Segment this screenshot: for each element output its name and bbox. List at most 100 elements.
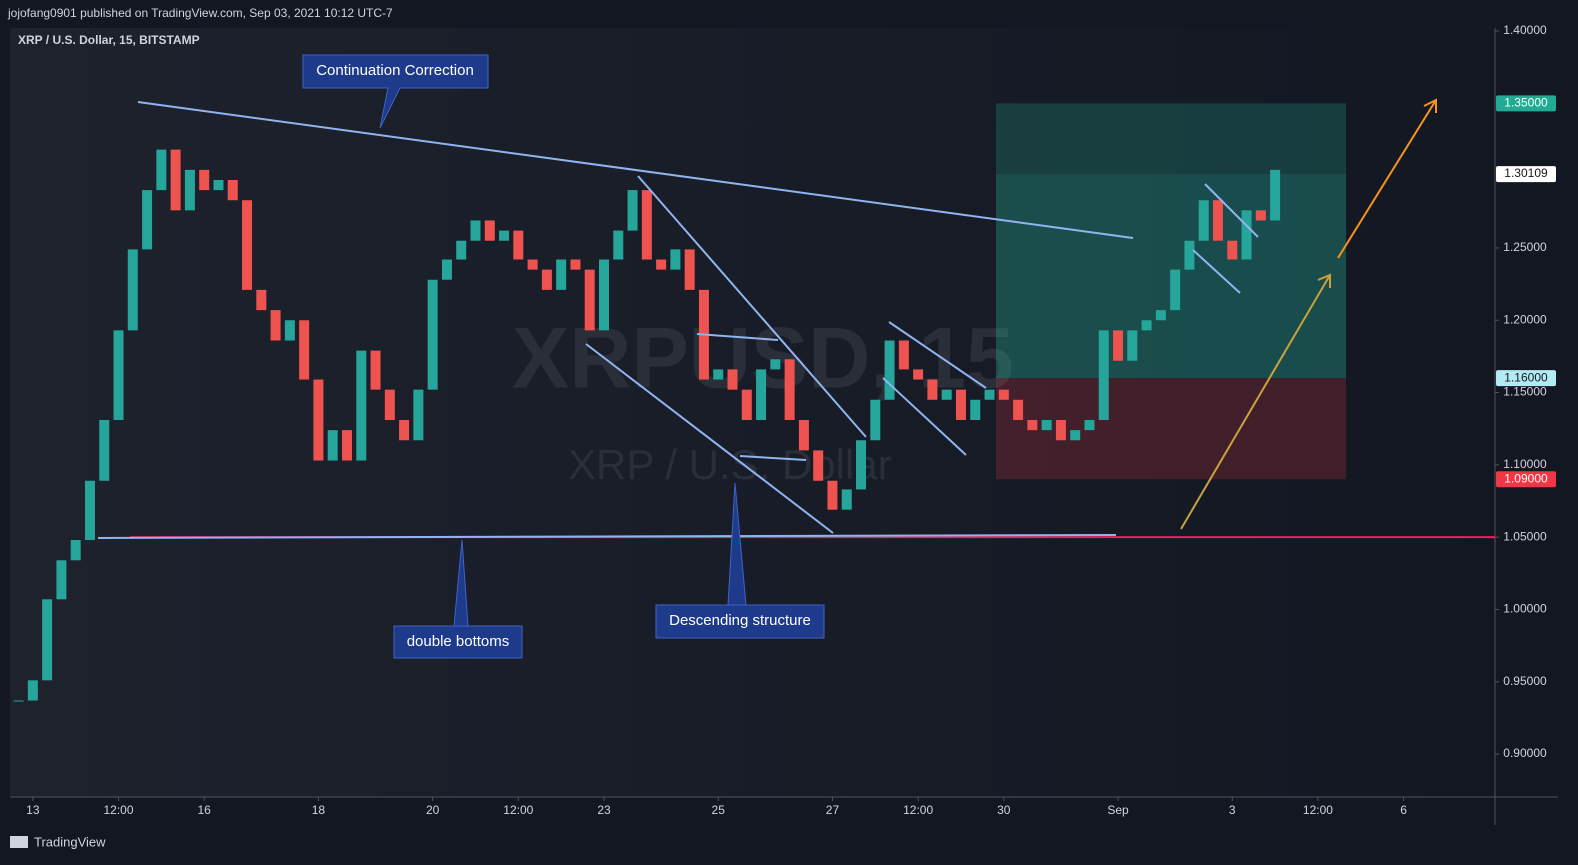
candle	[1041, 420, 1052, 431]
y-tick-label: 1.00000	[1503, 602, 1547, 616]
x-tick-label: 23	[597, 803, 611, 817]
arrow	[1180, 273, 1331, 530]
arrow	[1337, 98, 1437, 259]
candle	[370, 350, 381, 390]
price-label: 1.35000	[1504, 96, 1548, 110]
candle	[656, 259, 667, 270]
candle	[470, 220, 481, 241]
candle	[584, 269, 595, 331]
price-label: 1.30109	[1504, 166, 1548, 180]
candle	[70, 540, 81, 561]
candle	[913, 369, 924, 380]
x-tick-label: 12:00	[903, 803, 933, 817]
x-tick-label: 6	[1400, 803, 1407, 817]
callouts	[302, 54, 825, 659]
trend-line	[1204, 183, 1259, 238]
candle	[556, 259, 567, 290]
candle	[1013, 399, 1024, 421]
candle	[1155, 310, 1166, 321]
candle	[770, 359, 781, 370]
y-tick-label: 1.05000	[1503, 529, 1547, 543]
candle	[1227, 240, 1238, 260]
candle	[441, 259, 452, 280]
loss-zone	[996, 378, 1346, 480]
candle	[142, 190, 153, 250]
candle	[599, 259, 609, 331]
candle	[984, 389, 995, 400]
price-label-bg	[1496, 166, 1556, 183]
drawings	[97, 101, 1259, 539]
candle	[1170, 269, 1181, 311]
candle	[1241, 210, 1252, 260]
annotation: Continuation Correction	[316, 62, 474, 79]
candle	[927, 379, 938, 400]
x-tick-label: Sep	[1107, 803, 1129, 817]
candle	[199, 169, 210, 191]
trend-line	[888, 321, 987, 389]
x-tick-label: 12:00	[503, 803, 533, 817]
candle	[627, 190, 638, 231]
y-tick-label: 0.95000	[1503, 674, 1547, 688]
candle	[870, 399, 881, 441]
symbol-title: XRP / U.S. Dollar, 15, BITSTAMP	[18, 33, 200, 47]
candle	[1027, 420, 1038, 431]
annotation: double bottoms	[407, 633, 510, 650]
candle	[798, 420, 809, 451]
candle	[1084, 420, 1095, 431]
footer: TradingView	[34, 834, 106, 849]
candle	[399, 420, 410, 441]
candle	[99, 420, 110, 481]
callout-box	[655, 482, 825, 639]
candle	[84, 480, 95, 541]
x-tick-label: 13	[26, 803, 40, 817]
candle	[227, 179, 238, 201]
candle	[1055, 420, 1066, 441]
callout-box	[302, 54, 489, 129]
price-label: 1.16000	[1504, 370, 1548, 384]
candle	[898, 340, 909, 370]
candle	[270, 310, 281, 341]
candle	[641, 190, 652, 260]
price-label-bg	[1496, 471, 1556, 488]
candle	[327, 430, 338, 461]
arrows	[1180, 98, 1437, 530]
candle	[541, 269, 552, 290]
trend-line	[585, 343, 834, 534]
callout-box	[393, 539, 523, 659]
y-tick-label: 1.20000	[1503, 312, 1547, 326]
x-tick-label: 18	[312, 803, 326, 817]
candle	[299, 320, 310, 380]
y-tick-label: 1.40000	[1503, 23, 1547, 37]
candle	[499, 230, 510, 241]
price-label-bg	[1496, 370, 1556, 387]
candle	[713, 369, 724, 380]
candle	[113, 330, 124, 421]
candle	[527, 259, 538, 270]
candle	[856, 440, 867, 490]
y-tick-label: 1.25000	[1503, 240, 1547, 254]
candle	[684, 249, 695, 290]
trend-line	[97, 534, 1117, 539]
annotation: Descending structure	[669, 612, 811, 629]
candle	[1127, 330, 1138, 361]
candle	[184, 169, 195, 211]
x-tick-label: 20	[426, 803, 440, 817]
candle	[756, 369, 767, 421]
x-tick-label: 16	[198, 803, 212, 817]
candle	[427, 279, 438, 390]
tv-logo	[10, 836, 28, 848]
x-tick-label: 3	[1229, 803, 1236, 817]
plot-area	[10, 28, 1495, 797]
x-tick-label: 25	[712, 803, 726, 817]
candle	[42, 599, 53, 681]
candle	[998, 389, 1009, 400]
y-tick-label: 0.90000	[1503, 746, 1547, 760]
candle	[242, 200, 253, 290]
watermark-sub: XRP / U.S. Dollar	[568, 441, 892, 488]
candle	[13, 700, 24, 702]
candle	[413, 389, 424, 441]
profit-zone	[996, 103, 1346, 379]
candle	[670, 249, 681, 270]
trend-line	[137, 101, 1134, 239]
